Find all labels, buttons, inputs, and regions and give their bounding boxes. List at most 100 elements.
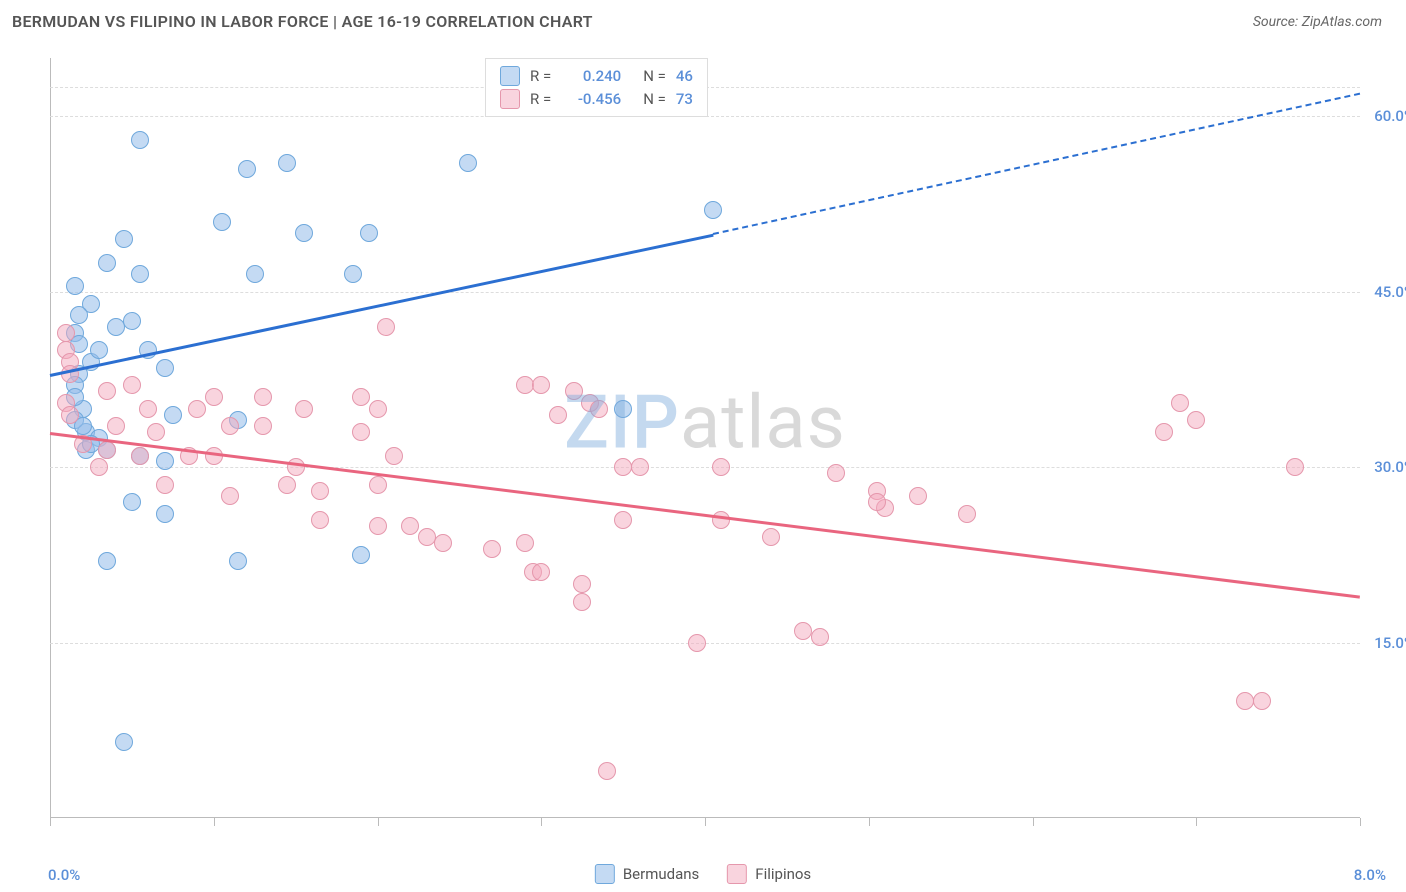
data-point bbox=[123, 493, 141, 511]
x-tick bbox=[1033, 818, 1034, 826]
x-axis-max-label: 8.0% bbox=[1354, 866, 1386, 884]
data-point bbox=[131, 265, 149, 283]
legend-swatch bbox=[595, 864, 615, 884]
data-point bbox=[311, 482, 329, 500]
data-point bbox=[1155, 423, 1173, 441]
data-point bbox=[1171, 394, 1189, 412]
data-point bbox=[98, 441, 116, 459]
data-point bbox=[295, 224, 313, 242]
x-tick bbox=[1196, 818, 1197, 826]
gridline bbox=[50, 292, 1360, 293]
data-point bbox=[614, 400, 632, 418]
data-point bbox=[188, 400, 206, 418]
data-point bbox=[98, 382, 116, 400]
legend-n-label: N = bbox=[643, 88, 666, 111]
data-point bbox=[532, 376, 550, 394]
trend-line-extrapolated bbox=[713, 93, 1360, 235]
data-point bbox=[631, 458, 649, 476]
data-point bbox=[958, 505, 976, 523]
x-tick bbox=[1360, 818, 1361, 826]
data-point bbox=[229, 552, 247, 570]
legend-swatch bbox=[500, 89, 520, 109]
data-point bbox=[483, 540, 501, 558]
x-tick bbox=[378, 818, 379, 826]
data-point bbox=[107, 318, 125, 336]
gridline bbox=[50, 467, 1360, 468]
data-point bbox=[254, 388, 272, 406]
y-tick-label: 30.0% bbox=[1374, 458, 1406, 476]
legend-row: R =0.240N =46 bbox=[500, 65, 693, 88]
data-point bbox=[762, 528, 780, 546]
data-point bbox=[712, 458, 730, 476]
legend-swatch bbox=[727, 864, 747, 884]
data-point bbox=[418, 528, 436, 546]
legend-row: R =-0.456N =73 bbox=[500, 88, 693, 111]
series-legend-item: Bermudans bbox=[595, 864, 699, 884]
data-point bbox=[590, 400, 608, 418]
data-point bbox=[614, 458, 632, 476]
data-point bbox=[90, 341, 108, 359]
data-point bbox=[278, 476, 296, 494]
data-point bbox=[238, 160, 256, 178]
series-name: Bermudans bbox=[623, 865, 699, 883]
y-tick-label: 60.0% bbox=[1374, 107, 1406, 125]
data-point bbox=[868, 493, 886, 511]
y-tick-label: 45.0% bbox=[1374, 283, 1406, 301]
source-attribution: Source: ZipAtlas.com bbox=[1253, 14, 1382, 30]
data-point bbox=[385, 447, 403, 465]
x-axis-min-label: 0.0% bbox=[48, 866, 80, 884]
data-point bbox=[66, 277, 84, 295]
data-point bbox=[1286, 458, 1304, 476]
series-legend: Bermudans Filipinos bbox=[595, 864, 811, 884]
data-point bbox=[213, 213, 231, 231]
legend-r-label: R = bbox=[530, 88, 551, 111]
data-point bbox=[131, 131, 149, 149]
x-tick bbox=[869, 818, 870, 826]
legend-r-label: R = bbox=[530, 65, 551, 88]
data-point bbox=[909, 487, 927, 505]
data-point bbox=[139, 400, 157, 418]
data-point bbox=[827, 464, 845, 482]
x-tick bbox=[50, 818, 51, 826]
data-point bbox=[532, 563, 550, 581]
data-point bbox=[1187, 411, 1205, 429]
data-point bbox=[712, 511, 730, 529]
chart-title: BERMUDAN VS FILIPINO IN LABOR FORCE | AG… bbox=[12, 12, 593, 31]
series-name: Filipinos bbox=[755, 865, 811, 883]
data-point bbox=[70, 306, 88, 324]
legend-n-value: 73 bbox=[676, 88, 693, 111]
data-point bbox=[156, 476, 174, 494]
data-point bbox=[352, 546, 370, 564]
data-point bbox=[115, 733, 133, 751]
legend-n-label: N = bbox=[643, 65, 666, 88]
series-legend-item: Filipinos bbox=[727, 864, 811, 884]
data-point bbox=[434, 534, 452, 552]
data-point bbox=[811, 628, 829, 646]
data-point bbox=[1253, 692, 1271, 710]
data-point bbox=[688, 634, 706, 652]
correlation-legend: R =0.240N =46R =-0.456N =73 bbox=[485, 58, 708, 117]
data-point bbox=[1236, 692, 1254, 710]
trend-line bbox=[50, 233, 714, 376]
data-point bbox=[246, 265, 264, 283]
x-tick bbox=[214, 818, 215, 826]
data-point bbox=[221, 487, 239, 505]
legend-n-value: 46 bbox=[676, 65, 693, 88]
data-point bbox=[131, 447, 149, 465]
y-tick-label: 15.0% bbox=[1374, 634, 1406, 652]
data-point bbox=[360, 224, 378, 242]
data-point bbox=[311, 511, 329, 529]
data-point bbox=[344, 265, 362, 283]
data-point bbox=[147, 423, 165, 441]
data-point bbox=[573, 593, 591, 611]
data-point bbox=[549, 406, 567, 424]
trend-line bbox=[50, 432, 1360, 599]
chart-plot-area: 15.0%30.0%45.0%60.0% ZIPatlas R =0.240N … bbox=[50, 58, 1360, 818]
x-tick bbox=[541, 818, 542, 826]
data-point bbox=[61, 406, 79, 424]
legend-swatch bbox=[500, 66, 520, 86]
data-point bbox=[57, 324, 75, 342]
data-point bbox=[369, 400, 387, 418]
data-point bbox=[401, 517, 419, 535]
data-point bbox=[565, 382, 583, 400]
